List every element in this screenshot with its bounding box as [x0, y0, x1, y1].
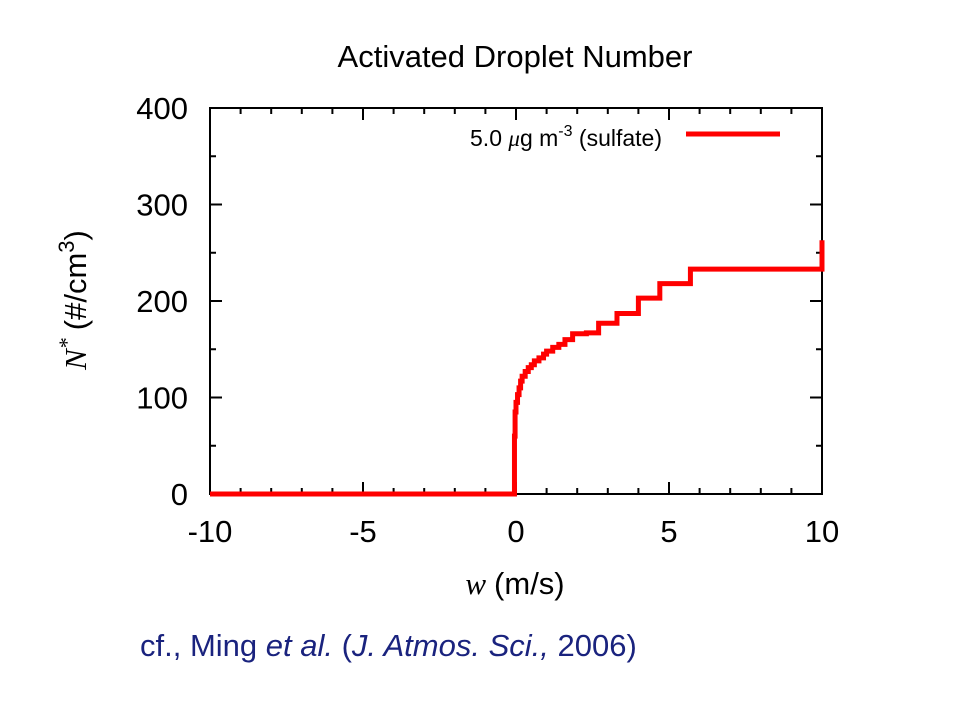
legend: 5.0 μg m-3 (sulfate) — [470, 123, 780, 151]
y-axis-unit-close: ) — [58, 230, 93, 240]
y-tick-label: 300 — [136, 188, 188, 223]
x-axis-unit: (m/s) — [494, 566, 565, 601]
x-tick-label: 10 — [805, 514, 839, 549]
y-axis-unit-sup: 3 — [54, 240, 79, 252]
y-axis-label: N* (#/cm3) — [54, 230, 93, 371]
citation-authors: et al. — [265, 628, 333, 663]
legend-label-pre: 5.0 — [470, 125, 508, 151]
y-tick-label: 100 — [136, 381, 188, 416]
axis-ticks — [209, 107, 823, 495]
citation-journal: J. Atmos. Sci., — [351, 628, 549, 663]
y-tick-label: 400 — [136, 91, 188, 126]
x-tick-label: -5 — [349, 514, 377, 549]
citation: cf., Ming et al. (J. Atmos. Sci., 2006) — [140, 628, 637, 664]
citation-post: 2006) — [548, 628, 637, 663]
x-tick-label: -10 — [188, 514, 233, 549]
y-tick-label: 200 — [136, 284, 188, 319]
x-tick-label: 5 — [660, 514, 677, 549]
series-line — [210, 240, 825, 497]
x-tick-label: 0 — [507, 514, 524, 549]
chart-title: Activated Droplet Number — [338, 39, 693, 74]
y-axis-symbol-sup: * — [54, 338, 79, 349]
citation-mid: ( — [332, 628, 352, 663]
y-axis-unit-open: (#/cm — [58, 253, 93, 331]
legend-label-tail: (sulfate) — [573, 125, 662, 151]
legend-label: 5.0 μg m-3 (sulfate) — [470, 123, 662, 151]
y-tick-label: 0 — [171, 477, 188, 512]
legend-label-post: g m — [520, 125, 558, 151]
citation-pre: cf., Ming — [140, 628, 266, 663]
x-axis-label: w (m/s) — [465, 566, 564, 601]
y-axis-symbol: N — [58, 347, 93, 371]
x-axis-symbol: w — [465, 566, 486, 601]
legend-label-sup: -3 — [558, 123, 572, 140]
legend-label-mu: μ — [507, 126, 520, 151]
